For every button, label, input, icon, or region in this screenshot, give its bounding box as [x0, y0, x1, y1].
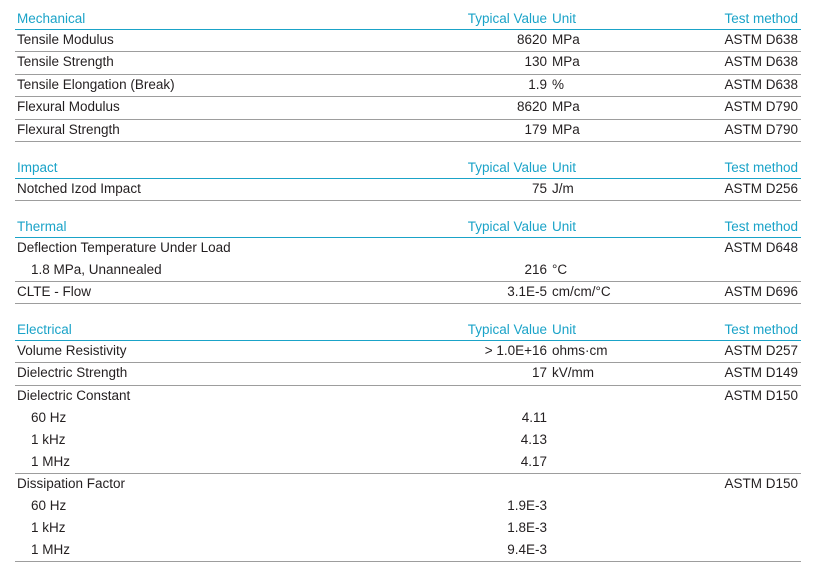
test-method: ASTM D696 — [724, 284, 798, 299]
property-name: Flexural Modulus — [17, 99, 120, 114]
property-value: 75 — [531, 181, 547, 196]
column-header-unit: Unit — [552, 160, 577, 175]
property-unit: cm/cm/°C — [552, 284, 611, 299]
table-row: Dielectric Strength 17 kV/mm ASTM D149 — [15, 363, 801, 386]
property-name: Volume Resistivity — [17, 343, 127, 358]
test-method: ASTM D150 — [724, 476, 798, 491]
property-unit: J/m — [552, 181, 574, 196]
mechanical-header: Mechanical Typical Value Unit Test metho… — [15, 9, 801, 30]
column-header-value: Typical Value — [467, 322, 547, 337]
property-unit: °C — [552, 262, 568, 277]
section-title: Mechanical — [17, 11, 86, 26]
test-method: ASTM D638 — [724, 77, 798, 92]
property-value: 130 — [524, 54, 547, 69]
table-row: Dissipation Factor ASTM D150 — [15, 474, 801, 496]
table-row: 1.8 MPa, Unannealed 216 °C — [15, 260, 801, 282]
property-name: Notched Izod Impact — [17, 181, 141, 196]
property-value: 9.4E-3 — [507, 542, 547, 557]
table-row: Tensile Modulus 8620 MPa ASTM D638 — [15, 30, 801, 52]
table-row: Deflection Temperature Under Load ASTM D… — [15, 238, 801, 260]
property-name: Deflection Temperature Under Load — [17, 240, 231, 255]
property-unit: MPa — [552, 54, 580, 69]
property-value: 179 — [524, 122, 547, 137]
property-value: 4.17 — [520, 454, 547, 469]
test-method: ASTM D638 — [724, 32, 798, 47]
table-row: Notched Izod Impact 75 J/m ASTM D256 — [15, 179, 801, 201]
property-name: Tensile Elongation (Break) — [17, 77, 175, 92]
test-method: ASTM D638 — [724, 54, 798, 69]
property-value: 1.9 — [528, 77, 547, 92]
property-value: 1.8E-3 — [507, 520, 547, 535]
property-value: 8620 — [516, 32, 547, 47]
property-value: > 1.0E+16 — [484, 343, 547, 358]
column-header-unit: Unit — [552, 322, 577, 337]
property-unit: MPa — [552, 122, 580, 137]
table-row: Volume Resistivity > 1.0E+16 ohms·cm AST… — [15, 341, 801, 363]
property-value: 3.1E-5 — [507, 284, 547, 299]
table-row: Dielectric Constant ASTM D150 — [15, 386, 801, 408]
property-value: 1.9E-3 — [507, 498, 547, 513]
section-title: Impact — [17, 160, 58, 175]
test-method: ASTM D150 — [724, 388, 798, 403]
test-method: ASTM D149 — [724, 365, 798, 380]
test-method: ASTM D257 — [724, 343, 798, 358]
property-unit: MPa — [552, 32, 580, 47]
property-value: 4.13 — [520, 432, 547, 447]
electrical-header: Electrical Typical Value Unit Test metho… — [15, 320, 801, 341]
property-value: 216 — [524, 262, 547, 277]
table-row: 60 Hz 4.11 — [15, 408, 801, 430]
table-row: Tensile Strength 130 MPa ASTM D638 — [15, 52, 801, 75]
property-name: CLTE - Flow — [17, 284, 92, 299]
property-unit: ohms·cm — [552, 343, 608, 358]
column-header-unit: Unit — [552, 219, 577, 234]
thermal-header: Thermal Typical Value Unit Test method — [15, 217, 801, 238]
property-name: Dielectric Strength — [17, 365, 128, 380]
property-name: Tensile Strength — [17, 54, 114, 69]
table-row: 1 MHz 9.4E-3 — [15, 540, 801, 562]
table-row: Flexural Modulus 8620 MPa ASTM D790 — [15, 97, 801, 120]
property-unit: kV/mm — [552, 365, 594, 380]
test-method: ASTM D256 — [724, 181, 798, 196]
test-method: ASTM D790 — [724, 122, 798, 137]
column-header-unit: Unit — [552, 11, 577, 26]
property-name: 1 kHz — [31, 432, 66, 447]
property-name: Dissipation Factor — [17, 476, 126, 491]
table-row: CLTE - Flow 3.1E-5 cm/cm/°C ASTM D696 — [15, 282, 801, 304]
property-value: 4.11 — [521, 410, 547, 425]
property-unit: MPa — [552, 99, 580, 114]
column-header-test: Test method — [724, 322, 798, 337]
property-name: 1 kHz — [31, 520, 66, 535]
section-title: Thermal — [17, 219, 67, 234]
column-header-value: Typical Value — [467, 219, 547, 234]
property-name: 1 MHz — [31, 454, 71, 469]
test-method: ASTM D790 — [724, 99, 798, 114]
property-value: 8620 — [516, 99, 547, 114]
column-header-value: Typical Value — [467, 160, 547, 175]
table-row: Flexural Strength 179 MPa ASTM D790 — [15, 120, 801, 142]
test-method: ASTM D648 — [724, 240, 798, 255]
property-name: Flexural Strength — [17, 122, 120, 137]
property-name: 1 MHz — [31, 542, 71, 557]
column-header-test: Test method — [724, 11, 798, 26]
column-header-value: Typical Value — [467, 11, 547, 26]
table-row: Tensile Elongation (Break) 1.9 % ASTM D6… — [15, 75, 801, 97]
property-unit: % — [552, 77, 565, 92]
property-name: Dielectric Constant — [17, 388, 131, 403]
column-header-test: Test method — [724, 219, 798, 234]
property-name: Tensile Modulus — [17, 32, 114, 47]
property-value: 17 — [531, 365, 547, 380]
table-row: 1 MHz 4.17 — [15, 452, 801, 474]
property-name: 60 Hz — [31, 498, 67, 513]
property-name: 1.8 MPa, Unannealed — [31, 262, 162, 277]
column-header-test: Test method — [724, 160, 798, 175]
table-row: 60 Hz 1.9E-3 — [15, 496, 801, 518]
property-name: 60 Hz — [31, 410, 67, 425]
impact-header: Impact Typical Value Unit Test method — [15, 158, 801, 179]
section-title: Electrical — [17, 322, 72, 337]
table-row: 1 kHz 4.13 — [15, 430, 801, 452]
table-row: 1 kHz 1.8E-3 — [15, 518, 801, 540]
